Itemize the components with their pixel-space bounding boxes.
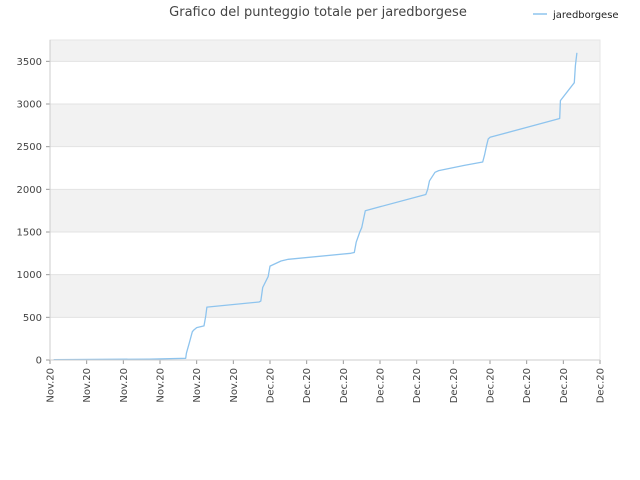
y-tick-label: 0 (36, 356, 42, 367)
y-tick-label: 3500 (17, 57, 42, 68)
y-tick-label: 1000 (17, 270, 42, 281)
x-axis-ticks: Nov.20 Nov.20 Nov.20 Nov.20 Nov.20 Nov.20 Dec.… (46, 360, 607, 403)
y-tick-label: 1500 (17, 228, 42, 239)
legend: jaredborgese (533, 10, 619, 21)
x-tick-label: Nov.20 (119, 368, 130, 403)
background-band (50, 189, 600, 232)
y-axis-ticks: 0 500 1000 1500 2000 2500 3000 3500 (17, 57, 50, 367)
chart-title: Grafico del punteggio totale per jaredbo… (169, 5, 467, 20)
x-tick-label: Dec.20 (339, 368, 350, 403)
y-tick-label: 2000 (17, 185, 42, 196)
legend-label: jaredborgese (552, 10, 619, 21)
x-tick-label: Nov.20 (46, 368, 57, 403)
x-tick-label: Dec.20 (486, 368, 497, 403)
x-tick-label: Dec.20 (522, 368, 533, 403)
x-tick-label: Nov.20 (192, 368, 203, 403)
x-tick-label: Nov.20 (229, 368, 240, 403)
x-tick-label: Nov.20 (156, 368, 167, 403)
background-band (50, 274, 600, 318)
x-tick-label: Dec.20 (412, 368, 423, 403)
y-tick-label: 2500 (17, 142, 42, 153)
x-tick-label: Dec.20 (302, 368, 313, 403)
background-bands (49, 39, 601, 361)
series-layer (53, 52, 578, 361)
x-tick-label: Dec.20 (559, 368, 570, 403)
background-band (50, 104, 600, 147)
series-line-jaredborgese (53, 52, 578, 361)
x-tick-label: Nov.20 (82, 368, 93, 403)
x-tick-label: Dec.20 (596, 368, 607, 403)
x-tick-label: Dec.20 (449, 368, 460, 403)
x-tick-label: Dec.20 (376, 368, 387, 403)
background-band (50, 40, 600, 62)
y-tick-label: 3000 (17, 100, 42, 111)
x-tick-label: Dec.20 (266, 368, 277, 403)
y-tick-label: 500 (23, 313, 42, 324)
